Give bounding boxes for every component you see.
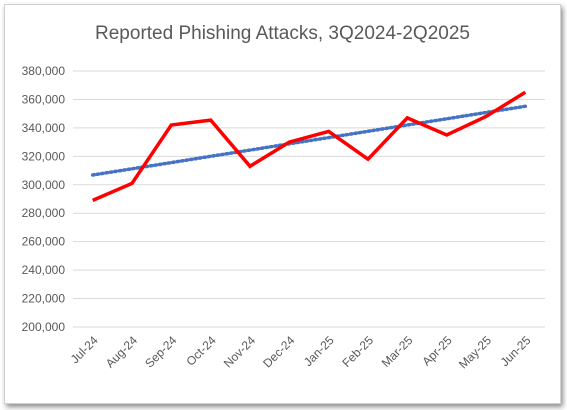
y-axis-tick-labels: 200,000 220,000 240,000 260,000 280,000 300,0… — [22, 64, 66, 334]
y-tick-label: 320,000 — [22, 149, 66, 163]
x-tick-label: Sep-24 — [142, 333, 179, 370]
x-tick-label: Feb-25 — [339, 333, 376, 370]
y-tick-label: 380,000 — [22, 64, 66, 78]
trendline — [90, 104, 528, 177]
x-tick-label: Jul-24 — [68, 333, 101, 366]
y-tick-label: 220,000 — [22, 292, 66, 306]
x-tick-label: May-25 — [456, 333, 494, 371]
x-tick-label: Nov-24 — [221, 333, 258, 370]
chart-frame: Reported Phishing Attacks, 3Q2024-2Q2025… — [4, 4, 561, 404]
series-layer — [90, 90, 528, 203]
y-tick-label: 340,000 — [22, 121, 66, 135]
x-tick-label: Apr-25 — [419, 333, 455, 369]
y-tick-label: 300,000 — [22, 178, 66, 192]
x-tick-label: Jan-25 — [301, 333, 337, 369]
y-tick-label: 280,000 — [22, 206, 66, 220]
y-tick-label: 360,000 — [22, 92, 66, 106]
x-tick-label: Aug-24 — [103, 333, 140, 370]
x-axis-tick-labels: Jul-24 Aug-24 Sep-24 Oct-24 Nov-24 Dec-24 Jan-… — [68, 333, 534, 371]
chart-title: Reported Phishing Attacks, 3Q2024-2Q2025 — [95, 23, 470, 44]
x-tick-label: Oct-24 — [183, 333, 219, 369]
y-tick-label: 200,000 — [22, 320, 66, 334]
line-chart: 200,000 220,000 240,000 260,000 280,000 300,0… — [22, 64, 545, 371]
x-tick-label: Dec-24 — [260, 333, 297, 370]
y-tick-label: 240,000 — [22, 263, 66, 277]
y-tick-label: 260,000 — [22, 235, 66, 249]
x-tick-label: Mar-25 — [379, 333, 416, 370]
x-tick-label: Jun-25 — [498, 333, 534, 369]
gridlines — [73, 70, 545, 328]
series-line — [92, 90, 527, 203]
